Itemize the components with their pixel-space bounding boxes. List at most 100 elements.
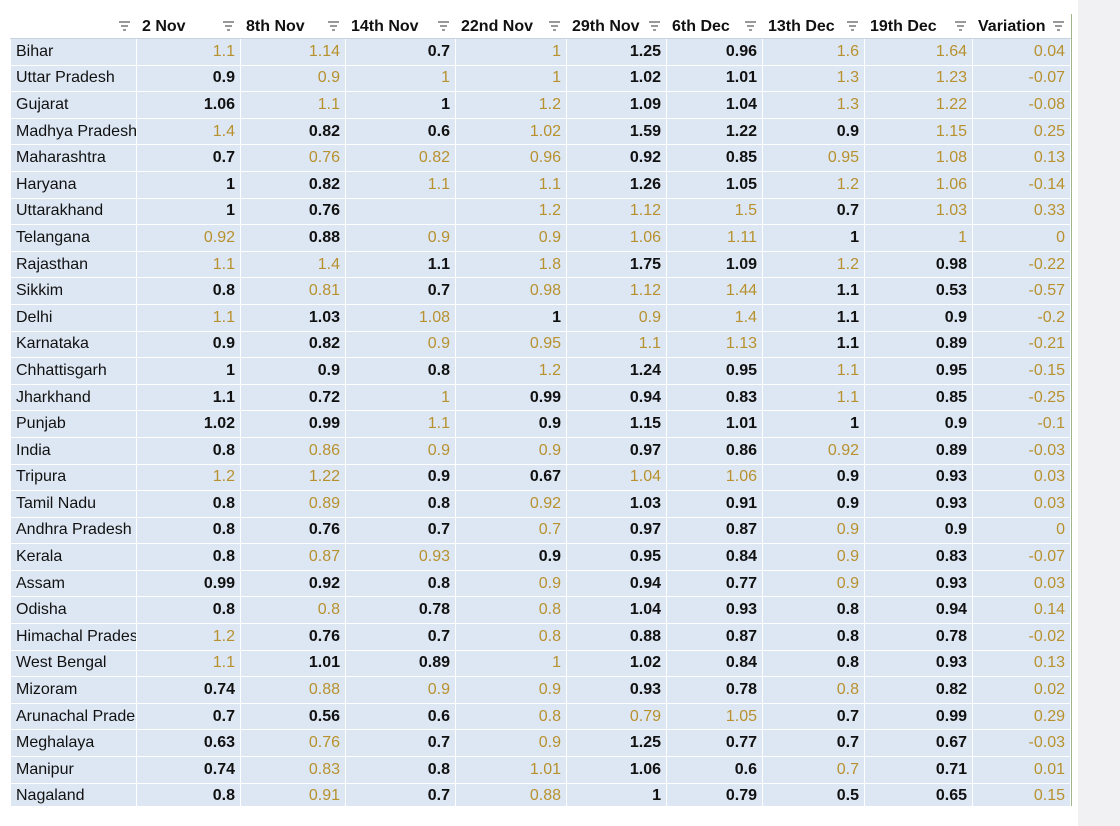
value-cell: 0.78 xyxy=(864,623,973,651)
value-cell: 1.6 xyxy=(762,38,865,66)
data-row: Meghalaya 0.63 0.76 0.7 0.9 1.25 0.77 0.7 0.67 -0… xyxy=(10,729,1071,758)
value-cell: 0.89 xyxy=(345,649,456,678)
value-cell: 1 xyxy=(566,782,667,806)
value-cell: 0.82 xyxy=(240,170,346,199)
value-cell: 1.4 xyxy=(240,250,346,279)
data-row: Andhra Pradesh 0.8 0.76 0.7 0.7 0.97 0.87 0.9 0.… xyxy=(10,516,1071,545)
value-cell: 0.99 xyxy=(240,410,346,438)
value-cell: 0.93 xyxy=(666,596,763,625)
row-name: Nagaland xyxy=(10,782,137,806)
value-cell: 1.01 xyxy=(666,64,763,93)
value-cell: 0.74 xyxy=(136,756,241,784)
value-cell: 1.2 xyxy=(136,463,241,492)
column-title: 2 Nov xyxy=(142,17,186,35)
value-cell: 0.7 xyxy=(345,277,456,305)
value-cell: 1.04 xyxy=(566,596,667,625)
value-cell: 0.94 xyxy=(864,596,973,625)
value-cell: 1.06 xyxy=(864,170,973,199)
data-row: Maharashtra 0.7 0.76 0.82 0.96 0.92 0.85 0.95 1.… xyxy=(10,144,1071,172)
value-cell: 1.25 xyxy=(566,38,667,66)
value-cell: 0.83 xyxy=(240,756,346,784)
data-row: Delhi 1.1 1.03 1.08 1 0.9 1.4 1.1 0.9 -0.2 xyxy=(10,303,1071,332)
value-cell: 0.67 xyxy=(455,463,567,492)
column-title: 13th Dec xyxy=(768,17,835,35)
filter-icon[interactable] xyxy=(1053,21,1064,31)
row-name: Delhi xyxy=(10,303,137,332)
value-cell: 1 xyxy=(136,170,241,199)
header-cell xyxy=(10,14,137,39)
column-title: 19th Dec xyxy=(870,17,937,35)
value-cell: 1 xyxy=(455,303,567,332)
value-cell: 0.87 xyxy=(666,516,763,545)
value-cell: 0.13 xyxy=(972,649,1071,678)
value-cell: 1.2 xyxy=(762,170,865,199)
value-cell: 1.5 xyxy=(666,197,763,226)
row-name: Madhya Pradesh xyxy=(10,117,137,146)
value-cell: 0.94 xyxy=(566,569,667,598)
filter-icon[interactable] xyxy=(955,21,966,31)
filter-icon[interactable] xyxy=(649,21,660,31)
value-cell: 0.9 xyxy=(864,516,973,545)
value-cell: 0.79 xyxy=(666,782,763,806)
value-cell: 1.09 xyxy=(566,91,667,119)
value-cell: 0.83 xyxy=(864,543,973,571)
value-cell: 0.79 xyxy=(566,702,667,731)
value-cell: 0.9 xyxy=(345,463,456,492)
value-cell: 1 xyxy=(345,383,456,412)
value-cell: 0.92 xyxy=(136,224,241,252)
row-name: Sikkim xyxy=(10,277,137,305)
data-row: Bihar 1.1 1.14 0.7 1 1.25 0.96 1.6 1.64 0.04 xyxy=(10,38,1071,66)
data-row: Manipur 0.74 0.83 0.8 1.01 1.06 0.6 0.7 0.71 0.01 xyxy=(10,756,1071,784)
value-cell: 0.6 xyxy=(345,702,456,731)
value-cell: 0.14 xyxy=(972,596,1071,625)
filter-icon[interactable] xyxy=(438,21,449,31)
value-cell: 0.03 xyxy=(972,490,1071,518)
data-row: Gujarat 1.06 1.1 1 1.2 1.09 1.04 1.3 1.22 -0.08 xyxy=(10,91,1071,119)
value-cell: 1.26 xyxy=(566,170,667,199)
data-row: Telangana 0.92 0.88 0.9 0.9 1.06 1.11 1 1 0 xyxy=(10,224,1071,252)
value-cell: 1.01 xyxy=(666,410,763,438)
value-cell: 0.53 xyxy=(864,277,973,305)
header-row: 2 Nov 8th Nov 14th Nov 22nd Nov 29th Nov 6th … xyxy=(10,14,1071,39)
filter-icon[interactable] xyxy=(119,21,130,31)
filter-icon[interactable] xyxy=(847,21,858,31)
data-row: India 0.8 0.86 0.9 0.9 0.97 0.86 0.92 0.89 -0.03 xyxy=(10,436,1071,465)
value-cell: 0.8 xyxy=(136,782,241,806)
value-cell: 0.8 xyxy=(762,596,865,625)
value-cell: 0.9 xyxy=(455,410,567,438)
header-cell: 14th Nov xyxy=(345,14,456,39)
value-cell: 1.01 xyxy=(240,649,346,678)
filter-icon[interactable] xyxy=(328,21,339,31)
value-cell: 0.94 xyxy=(566,383,667,412)
filter-icon[interactable] xyxy=(745,21,756,31)
value-cell: 1.15 xyxy=(864,117,973,146)
value-cell: 1.02 xyxy=(455,117,567,146)
value-cell: 0.76 xyxy=(240,623,346,651)
value-cell: 0.7 xyxy=(345,516,456,545)
row-name: Tamil Nadu xyxy=(10,490,137,518)
row-name: Meghalaya xyxy=(10,729,137,758)
value-cell: 0.86 xyxy=(666,436,763,465)
value-cell: 0.04 xyxy=(972,38,1071,66)
value-cell: 1.2 xyxy=(136,623,241,651)
value-cell: -0.03 xyxy=(972,729,1071,758)
value-cell: 0.56 xyxy=(240,702,346,731)
column-title: 8th Nov xyxy=(246,17,305,35)
value-cell: 0.93 xyxy=(864,463,973,492)
filter-icon[interactable] xyxy=(223,21,234,31)
value-cell: 0.88 xyxy=(455,782,567,806)
value-cell: 0.8 xyxy=(136,516,241,545)
value-cell: 0.9 xyxy=(455,436,567,465)
value-cell: 1.06 xyxy=(666,463,763,492)
row-name: Chhattisgarh xyxy=(10,357,137,385)
value-cell: 1.02 xyxy=(566,64,667,93)
data-table: 2 Nov 8th Nov 14th Nov 22nd Nov 29th Nov 6th … xyxy=(10,14,1071,806)
filter-icon[interactable] xyxy=(549,21,560,31)
value-cell: 0.9 xyxy=(762,569,865,598)
value-cell: 0.93 xyxy=(864,569,973,598)
side-panel xyxy=(1078,0,1120,826)
row-name: Maharashtra xyxy=(10,144,137,172)
value-cell: 1.1 xyxy=(566,330,667,359)
value-cell: 1.1 xyxy=(345,250,456,279)
